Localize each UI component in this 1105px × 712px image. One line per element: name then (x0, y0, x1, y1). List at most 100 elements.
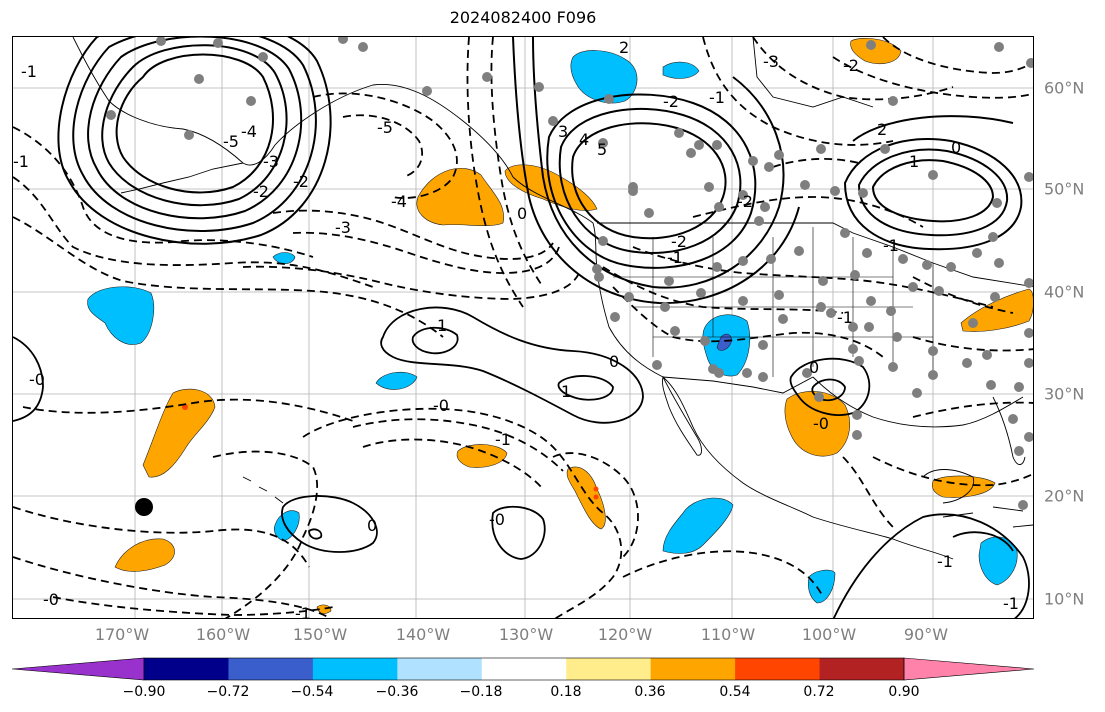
colorbar-segment (819, 658, 905, 680)
longitude-label: 90°W (903, 625, 949, 644)
baja-california (662, 375, 702, 456)
map-canvas: -1 -2 -3 -4 -5 -2 -3 -4 -5 3 4 5 2 0 -1 … (13, 37, 1033, 619)
longitude-label: 110°W (700, 625, 756, 644)
anomaly-blob (272, 252, 296, 265)
colorbar-outline (143, 657, 905, 681)
longitude-label: 100°W (801, 625, 857, 644)
anomaly-blob (570, 50, 638, 104)
colorbar-tick-label: 0.90 (888, 684, 920, 700)
contour-label: -2 (253, 182, 269, 201)
anomaly-blob (784, 390, 850, 457)
colorbar-tick-label: 0.72 (803, 684, 835, 700)
map-panel: -1 -2 -3 -4 -5 -2 -3 -4 -5 3 4 5 2 0 -1 … (12, 36, 1034, 619)
gulf-coast (812, 376, 1024, 428)
contour-label: -3 (335, 218, 351, 237)
graticule (13, 37, 1033, 618)
contour-label: 4 (579, 130, 589, 149)
contour-label: -0 (29, 370, 45, 389)
anomaly-blob (662, 61, 700, 79)
colorbar-segment (481, 658, 567, 680)
contour-label: -0 (43, 590, 59, 609)
contour-label: -3 (263, 152, 279, 171)
longitude-label: 140°W (395, 625, 451, 644)
anomaly-blob (416, 167, 504, 227)
contour-label-layer: -1 -2 -3 -4 -5 -2 -3 -4 -5 3 4 5 2 0 -1 … (13, 38, 1019, 619)
contour-label: 0 (517, 204, 527, 223)
colorbar-segments (11, 657, 1035, 681)
map-title: 2024082400 F096 (449, 8, 597, 27)
contour-label: 3 (558, 122, 568, 141)
anomaly-blob (375, 371, 418, 390)
contour-label: -1 (295, 604, 311, 619)
colorbar-tick-label: −0.18 (459, 684, 503, 700)
colorbar-segment (312, 658, 398, 680)
contour-label: -5 (377, 118, 393, 137)
colorbar-segment (735, 658, 821, 680)
contour-label: -2 (663, 92, 679, 111)
colorbar-segment (144, 658, 229, 680)
anomaly-blob (932, 475, 996, 498)
colorbar-min-extension (11, 657, 145, 681)
contour-label: -5 (223, 132, 239, 151)
colorbar (11, 657, 1035, 681)
anomaly-blob (316, 604, 332, 614)
contour-label: -1 (667, 248, 683, 267)
north-america-west-coast (512, 176, 954, 560)
contour-label: 5 (597, 140, 607, 159)
contour-label: 2 (877, 120, 887, 139)
longitude-label: 120°W (597, 625, 653, 644)
contour-label: 0 (809, 358, 819, 377)
contour-label: 0 (951, 138, 961, 157)
aleutian-chain (120, 162, 244, 194)
latitude-label: 50°N (1044, 179, 1085, 199)
contour-label: -1 (937, 552, 953, 571)
contour-label: -1 (709, 88, 725, 107)
contour-label: -2 (737, 192, 753, 211)
high-contours-northwest (512, 37, 800, 305)
latitude-label: 30°N (1044, 384, 1085, 404)
contour-label: 1 (561, 382, 571, 401)
contour-label: -2 (843, 56, 859, 75)
anomaly-blob (142, 388, 216, 478)
anomaly-spot (593, 494, 599, 500)
colorbar-tick-label: −0.72 (206, 684, 250, 700)
anomaly-blob (87, 286, 154, 345)
contours (13, 37, 1033, 618)
anomaly-blob (978, 536, 1018, 586)
anomaly-blob (114, 538, 175, 572)
contour-label: -1 (21, 62, 37, 81)
caribbean (942, 506, 1033, 528)
colorbar-segment (397, 658, 483, 680)
anomaly-blob (273, 510, 300, 542)
contour-label: -1 (495, 430, 511, 449)
contour-label: -1 (837, 308, 853, 327)
hawaii-islands (242, 476, 284, 504)
contour-label: 2 (619, 38, 629, 57)
negative-contours (13, 37, 1033, 618)
coastlines (72, 37, 1033, 560)
shaded-anomalies (87, 38, 1033, 614)
anomaly-blob (456, 444, 508, 468)
hudson-region (752, 37, 874, 108)
anomaly-blob (716, 333, 732, 351)
latitude-label: 20°N (1044, 486, 1085, 506)
anomaly-spot (593, 486, 599, 492)
florida (992, 396, 1026, 465)
hawaii-marker (135, 498, 153, 516)
subtropical-contours (13, 306, 1030, 618)
colorbar-tick-label: −0.90 (122, 684, 166, 700)
contour-label: -0 (813, 414, 829, 433)
contour-label: -2 (293, 172, 309, 191)
latitude-label: 10°N (1044, 589, 1085, 609)
colorbar-tick-label: 0.54 (719, 684, 751, 700)
colorbar-segment (228, 658, 314, 680)
anomaly-blob (807, 569, 836, 604)
contour-label: -2 (671, 232, 687, 251)
anomaly-spot (182, 404, 188, 410)
anomaly-blob (566, 466, 606, 530)
contour-label: -3 (763, 52, 779, 71)
alaska-coast (72, 37, 514, 178)
contour-label: 0 (367, 516, 377, 535)
contour-label: 0 (609, 352, 619, 371)
colorbar-tick-label: −0.36 (375, 684, 419, 700)
